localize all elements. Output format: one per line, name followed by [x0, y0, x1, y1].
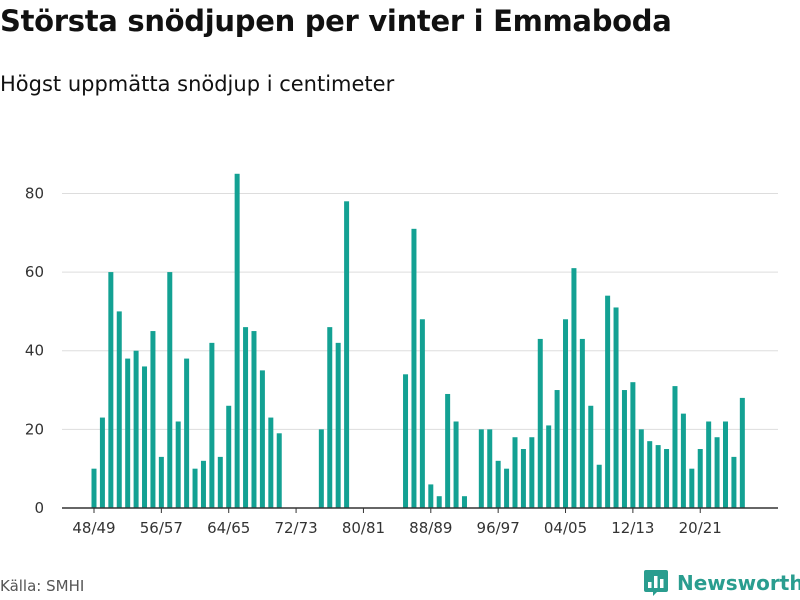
y-tick-label: 40 — [25, 342, 44, 360]
bar — [596, 464, 602, 508]
bar — [664, 449, 670, 508]
bar — [436, 496, 442, 508]
bar — [403, 374, 409, 508]
bar — [133, 350, 139, 508]
bar — [546, 425, 552, 508]
chart-subtitle: Högst uppmätta snödjup i centimeter — [0, 72, 395, 96]
bar — [327, 327, 333, 508]
bar — [192, 468, 198, 508]
bar — [251, 331, 257, 508]
bar — [461, 496, 467, 508]
bar — [714, 437, 720, 508]
bar — [706, 421, 712, 508]
bar — [428, 484, 434, 508]
bar — [125, 358, 131, 508]
y-axis-ticks: 0 20 40 60 80 — [25, 184, 44, 517]
bar — [613, 307, 619, 508]
source-note: Källa: SMHI — [0, 577, 85, 595]
bar — [672, 386, 678, 508]
bar — [487, 429, 493, 508]
bar — [200, 460, 206, 508]
bar — [158, 456, 164, 508]
bar — [504, 468, 510, 508]
x-tick-label: 72/73 — [274, 519, 317, 537]
bar — [680, 413, 686, 508]
bar — [638, 429, 644, 508]
brand-logo[interactable]: Newsworthy — [643, 569, 800, 597]
bar — [276, 433, 282, 508]
bar — [234, 173, 240, 508]
bar — [453, 421, 459, 508]
x-tick-label: 48/49 — [72, 519, 115, 537]
y-tick-label: 60 — [25, 263, 44, 281]
bar — [588, 405, 594, 508]
bar — [647, 441, 653, 508]
bar — [579, 338, 585, 508]
bar — [209, 342, 215, 508]
bar — [259, 370, 265, 508]
bar — [175, 421, 181, 508]
bar — [142, 366, 148, 508]
bar — [630, 382, 636, 508]
bar — [495, 460, 501, 508]
bar — [529, 437, 535, 508]
bar — [419, 319, 425, 508]
y-tick-label: 20 — [25, 420, 44, 438]
bar — [478, 429, 484, 508]
bar — [344, 201, 350, 508]
bar — [318, 429, 324, 508]
bar — [723, 421, 728, 508]
bars — [91, 173, 745, 508]
bar — [184, 358, 190, 508]
bar — [335, 342, 341, 508]
x-tick-label: 04/05 — [544, 519, 587, 537]
bar — [731, 456, 737, 508]
bar — [217, 456, 223, 508]
bar — [537, 338, 543, 508]
y-tick-label: 0 — [34, 499, 44, 517]
bar — [167, 272, 173, 508]
bar — [99, 417, 105, 508]
bar — [445, 393, 451, 508]
bar — [91, 468, 97, 508]
bar — [554, 390, 560, 508]
brand-name: Newsworthy — [677, 571, 800, 595]
bar-chart-logo-icon — [644, 570, 668, 596]
bar — [571, 268, 577, 508]
bar — [563, 319, 569, 508]
x-tick-label: 56/57 — [140, 519, 183, 537]
bar — [226, 405, 232, 508]
bar — [689, 468, 695, 508]
bar — [520, 449, 526, 508]
bar — [697, 449, 703, 508]
x-tick-label: 96/97 — [477, 519, 520, 537]
bar — [411, 228, 417, 508]
x-tick-label: 20/21 — [679, 519, 722, 537]
bar — [150, 331, 156, 508]
bar-chart: 0 20 40 60 80 48/49 56/57 64/65 72/73 80/81 88/89… — [25, 173, 778, 537]
chart-title: Största snödjupen per vinter i Emmaboda — [0, 4, 672, 38]
x-tick-label: 80/81 — [342, 519, 385, 537]
bar — [108, 272, 114, 508]
x-tick-label: 88/89 — [409, 519, 452, 537]
bar — [605, 295, 611, 508]
bar — [268, 417, 274, 508]
y-tick-label: 80 — [25, 184, 44, 202]
x-tick-label: 64/65 — [207, 519, 250, 537]
x-tick-label: 12/13 — [611, 519, 654, 537]
x-axis-ticks: 48/49 56/57 64/65 72/73 80/81 88/89 96/97 04/05… — [72, 508, 722, 537]
bar — [512, 437, 518, 508]
bar — [621, 390, 627, 508]
bar — [116, 311, 122, 508]
bar — [655, 445, 661, 508]
bar — [739, 397, 745, 508]
bar — [243, 327, 249, 508]
